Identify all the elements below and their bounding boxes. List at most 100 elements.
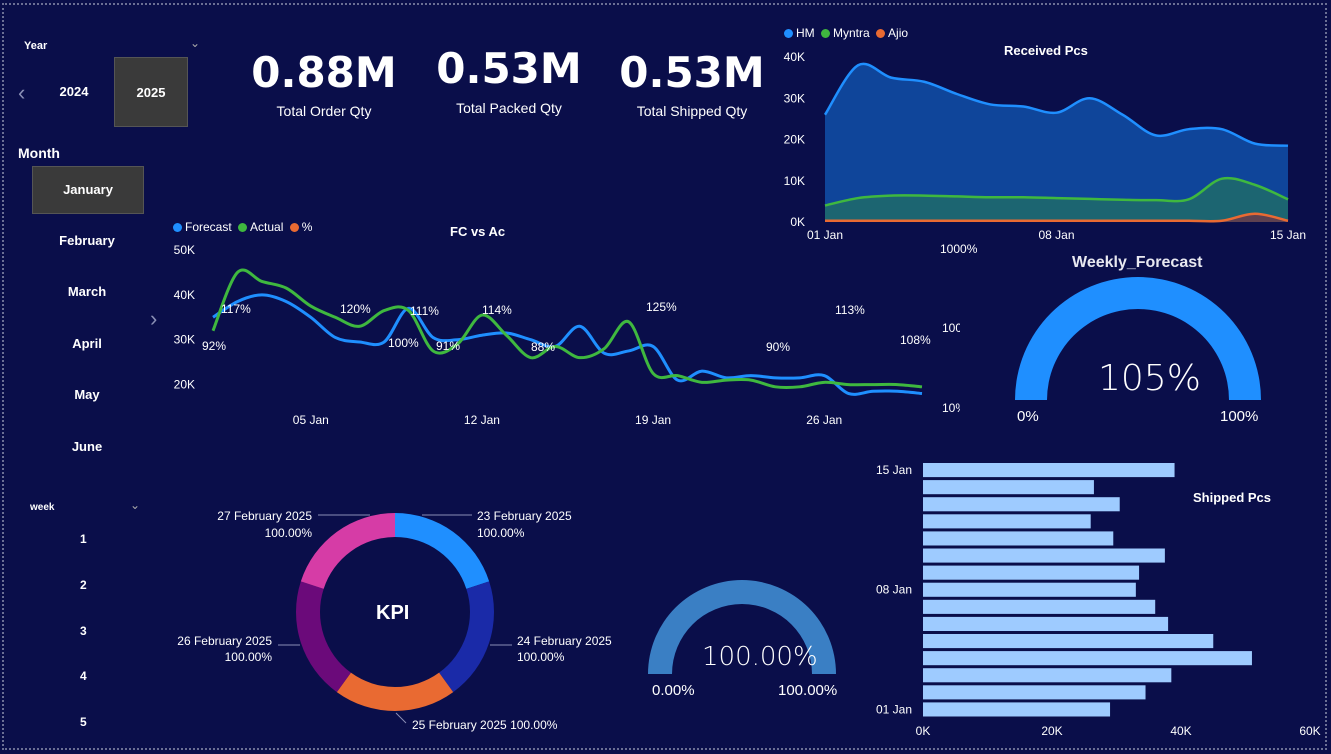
- donut-slice-label: 23 February 2025: [477, 509, 572, 523]
- fc-pct-label: 120%: [340, 302, 371, 316]
- received-y-tick: 10K: [784, 174, 805, 188]
- fc-y-tick: 30K: [174, 333, 195, 347]
- donut-slice-label: 25 February 2025 100.00%: [412, 718, 558, 732]
- legend-ajio-dot-icon: [876, 29, 886, 38]
- week-dropdown-chevron-icon[interactable]: ⌄: [130, 498, 141, 512]
- fc-line-actual: [211, 268, 923, 390]
- received-line-myntra: [824, 176, 1289, 207]
- kpi-percentage-gauge[interactable]: [645, 570, 845, 680]
- shipped-bar: [923, 548, 1165, 563]
- fc-pct-label: 91%: [436, 339, 460, 353]
- legend-ajio[interactable]: Ajio: [888, 26, 909, 40]
- received-extra-label: 1000%: [940, 242, 978, 256]
- month-option-february[interactable]: February: [59, 233, 115, 248]
- shipped-bar: [923, 514, 1091, 529]
- year-prev-arrow-icon[interactable]: ‹: [18, 80, 26, 105]
- month-option-march[interactable]: March: [67, 284, 107, 299]
- month-next-arrow-icon[interactable]: ›: [150, 306, 158, 331]
- shipped-bar: [923, 531, 1114, 546]
- week-option-2[interactable]: 2: [80, 578, 87, 592]
- legend-actual-dot-icon: [238, 223, 248, 232]
- year-dropdown-chevron-icon[interactable]: ⌄: [190, 36, 201, 50]
- received-line-ajio: [825, 212, 1289, 223]
- week-option-4[interactable]: 4: [80, 669, 87, 683]
- month-option-june[interactable]: June: [71, 439, 103, 454]
- fc-y-tick: 50K: [174, 243, 195, 257]
- week-option-1[interactable]: 1: [80, 532, 87, 546]
- legend-hm[interactable]: HM: [796, 26, 815, 40]
- kpi-percentage-gauge-min: 0.00%: [652, 682, 695, 699]
- kpi-total-packed-label: Total Packed Qty: [456, 100, 562, 116]
- donut-leader-line: [395, 712, 407, 724]
- shipped-y-tick: 15 Jan: [876, 463, 912, 477]
- received-y-tick: 40K: [784, 50, 805, 64]
- legend-forecast-dot-icon: [173, 223, 182, 232]
- week-option-5[interactable]: 5: [80, 715, 87, 729]
- fc-pct-label: 114%: [482, 303, 512, 317]
- shipped-bar: [923, 634, 1214, 649]
- kpi-donut-chart[interactable]: 23 February 2025 100.00% 24 February 2025 1…: [160, 495, 660, 745]
- shipped-bar: [923, 599, 1156, 614]
- received-area-hm: [825, 63, 1288, 222]
- fc-line-forecast: [212, 293, 923, 396]
- legend-pct[interactable]: %: [301, 220, 313, 234]
- month-slicer-label: Month: [18, 145, 60, 161]
- received-line-hm: [823, 62, 1289, 147]
- fc-pct-label: 90%: [766, 340, 790, 354]
- fc-x-tick: 05 Jan: [293, 413, 329, 427]
- shipped-bar-chart[interactable]: 15 Jan 08 Jan 01 Jan 0K 20K 40K 60K: [860, 455, 1325, 745]
- weekly-forecast-gauge-arc: [1015, 277, 1261, 400]
- year-option-2025[interactable]: 2025: [114, 57, 188, 127]
- donut-slice-label: 26 February 2025: [177, 634, 272, 648]
- donut-slice: [296, 581, 351, 693]
- shipped-bar: [923, 463, 1175, 478]
- donut-slice-label: 24 February 2025: [517, 634, 612, 648]
- shipped-chart-title: Shipped Pcs: [1193, 490, 1272, 505]
- year-option-2024[interactable]: 2024: [59, 84, 89, 99]
- legend-myntra[interactable]: Myntra: [833, 26, 870, 40]
- received-x-tick: 08 Jan: [1038, 228, 1074, 242]
- legend-forecast[interactable]: Forecast: [185, 220, 232, 234]
- week-option-3[interactable]: 3: [80, 624, 87, 638]
- legend-myntra-dot-icon: [821, 29, 831, 38]
- weekly-forecast-gauge-value: 105%: [1098, 358, 1201, 399]
- month-option-may[interactable]: May: [74, 387, 100, 402]
- shipped-bar: [923, 668, 1172, 683]
- shipped-bar: [923, 702, 1111, 717]
- shipped-bar: [923, 480, 1094, 495]
- donut-slice: [336, 672, 454, 711]
- kpi-percentage-gauge-arc: [648, 580, 836, 674]
- month-option-january[interactable]: January: [32, 166, 144, 214]
- received-y-tick: 30K: [784, 91, 805, 105]
- kpi-percentage-gauge-max: 100.00%: [778, 682, 838, 699]
- kpi-donut-center-label: KPI: [376, 602, 410, 624]
- fc-x-tick: 26 Jan: [806, 413, 842, 427]
- weekly-forecast-gauge-title: Weekly_Forecast: [1072, 254, 1203, 271]
- shipped-x-tick: 20K: [1041, 724, 1062, 738]
- kpi-total-order-label: Total Order Qty: [276, 103, 372, 119]
- fc-chart-title: FC vs Ac: [450, 224, 506, 239]
- kpi-total-shipped-value: 0.53M: [619, 48, 765, 97]
- fc-x-tick: 19 Jan: [635, 413, 671, 427]
- fc-pct-label: 10%: [942, 401, 960, 415]
- fc-pct-label: 117%: [221, 302, 251, 316]
- week-slicer-label: week: [30, 502, 55, 513]
- fc-vs-ac-line-chart[interactable]: 20K 30K 40K 50K 05 Jan 12 Jan 19 Jan 26 Jan 92% 1…: [160, 235, 960, 435]
- received-area-chart[interactable]: 0K 10K 20K 30K 40K 01 Jan 08 Jan 15 Jan: [780, 45, 1320, 260]
- fc-pct-label: 100%: [388, 336, 419, 350]
- donut-slice-value: 100.00%: [225, 650, 273, 664]
- shipped-bar: [923, 582, 1136, 597]
- kpi-total-order-value: 0.88M: [251, 48, 397, 97]
- weekly-forecast-gauge-max: 100%: [1220, 408, 1259, 425]
- fc-legend: Forecast Actual %: [173, 220, 312, 234]
- fc-pct-label: 100%: [942, 321, 960, 335]
- month-option-april[interactable]: April: [72, 336, 102, 351]
- fc-pct-label: 108%: [900, 333, 931, 347]
- weekly-forecast-gauge[interactable]: [1010, 270, 1270, 430]
- dashboard-frame: [2, 3, 1327, 750]
- shipped-bar: [923, 565, 1140, 580]
- donut-slice-value: 100.00%: [265, 526, 313, 540]
- legend-actual[interactable]: Actual: [250, 220, 284, 234]
- fc-y-tick: 20K: [174, 378, 195, 392]
- donut-slice: [395, 513, 490, 589]
